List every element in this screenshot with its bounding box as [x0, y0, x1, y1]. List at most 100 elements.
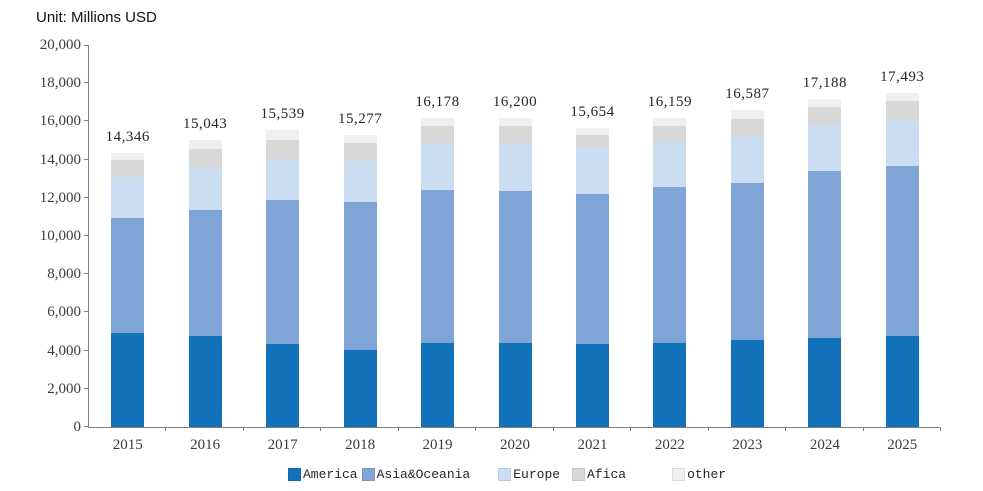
x-axis-category-label: 2022: [654, 437, 685, 453]
bar-segment-Asia&Oceania: [266, 199, 300, 344]
x-axis-tick-mark: [707, 427, 709, 431]
bar-2023: [730, 45, 764, 427]
y-axis-tick-mark: [84, 387, 89, 389]
bar-segment-Europe: [111, 176, 145, 218]
bar-segment-Europe: [808, 125, 842, 172]
bar-segment-Europe: [343, 160, 377, 202]
x-axis-tick-mark: [630, 427, 632, 431]
bar-segment-Asia&Oceania: [885, 166, 919, 337]
y-axis-tick-label: 6,000: [47, 304, 81, 321]
x-axis-tick-mark: [862, 427, 864, 431]
bar-2018: [343, 45, 377, 427]
y-axis-tick-mark: [84, 158, 89, 160]
bar-total-label: 17,188: [802, 74, 847, 91]
bar-segment-Afica: [421, 126, 455, 144]
bar-2025: [885, 45, 919, 427]
bar-2022: [653, 45, 687, 427]
bar-segment-other: [885, 92, 919, 102]
x-axis-category-label: 2017: [267, 437, 298, 453]
legend-swatch-America: [288, 468, 301, 481]
bar-segment-Asia&Oceania: [653, 187, 687, 343]
y-axis-tick-mark: [84, 273, 89, 275]
bar-segment-Asia&Oceania: [575, 194, 609, 344]
legend-swatch-Afica: [572, 468, 586, 481]
bar-segment-Europe: [575, 148, 609, 194]
legend-item-Asia&Oceania: Asia&Oceania: [361, 467, 471, 482]
bar-segment-America: [343, 349, 377, 427]
bar-segment-other: [343, 135, 377, 144]
bar-segment-Afica: [808, 107, 842, 126]
bar-segment-other: [111, 153, 145, 160]
bar-segment-Afica: [111, 159, 145, 177]
bar-segment-other: [421, 118, 455, 127]
x-axis-category-label: 2021: [577, 437, 608, 453]
bar-segment-America: [498, 342, 532, 427]
bar-segment-America: [575, 343, 609, 427]
x-axis-tick-mark: [475, 427, 477, 431]
bar-segment-Afica: [653, 126, 687, 143]
bar-segment-Afica: [343, 143, 377, 161]
bar-segment-Asia&Oceania: [111, 217, 145, 334]
legend-swatch-other: [672, 468, 686, 481]
y-axis-tick-mark: [84, 45, 89, 46]
bar-segment-Asia&Oceania: [730, 182, 764, 341]
bar-total-label: 15,539: [260, 106, 305, 123]
legend-label: Asia&Oceania: [376, 467, 471, 482]
bar-segment-Afica: [885, 101, 919, 120]
y-axis-tick-label: 2,000: [47, 380, 81, 397]
bar-total-label: 16,587: [725, 86, 770, 103]
x-axis-category-label: 2024: [809, 437, 840, 453]
x-axis-tick-mark: [397, 427, 399, 431]
bar-segment-America: [188, 336, 222, 427]
plot-area: 0 2,000 4,000 6,000 8,000 10,000 12,000 14,000 1…: [40, 38, 941, 453]
bar-segment-Europe: [421, 143, 455, 191]
y-axis-tick-label: 0: [73, 419, 82, 435]
y-axis-tick-mark: [84, 196, 89, 198]
bar-2017: [266, 45, 300, 427]
x-axis-category-label: 2016: [190, 437, 221, 453]
bar-segment-other: [653, 118, 687, 127]
y-axis-tick-label: 16,000: [39, 113, 81, 130]
bar-total-label: 14,346: [105, 128, 150, 145]
x-axis-tick-mark: [320, 427, 322, 431]
bar-segment-Asia&Oceania: [421, 190, 455, 343]
bar-segment-America: [653, 342, 687, 427]
bar-segment-Asia&Oceania: [808, 171, 842, 339]
bar-segment-America: [111, 333, 145, 427]
x-axis-category-label: 2023: [732, 437, 763, 453]
x-axis-category-label: 2025: [887, 437, 918, 453]
bar-segment-other: [266, 130, 300, 140]
bar-segment-America: [885, 336, 919, 427]
legend: America Asia&Oceania Europe Afica other: [288, 467, 726, 482]
bar-total-label: 17,493: [880, 68, 925, 85]
legend-item-Europe: Europe: [498, 467, 560, 482]
y-axis-tick-label: 8,000: [47, 266, 81, 283]
y-axis-tick-label: 20,000: [39, 37, 81, 53]
legend-item-America: America: [288, 467, 358, 482]
y-axis-tick-mark: [84, 426, 89, 427]
bar-segment-Europe: [498, 143, 532, 192]
bar-segment-Afica: [730, 118, 764, 137]
bar-segment-Europe: [188, 168, 222, 211]
bar-total-label: 15,277: [337, 111, 383, 128]
bar-total-label: 16,159: [647, 94, 693, 111]
legend-swatch-Asia&Oceania: [361, 468, 375, 481]
bar-2015: [111, 45, 145, 427]
bar-segment-Europe: [885, 119, 919, 167]
x-axis-tick-mark: [940, 427, 941, 431]
bar-segment-Asia&Oceania: [188, 210, 222, 337]
y-axis-tick-label: 4,000: [47, 342, 81, 359]
legend-label: Afica: [587, 467, 627, 482]
bar-segment-Europe: [730, 136, 764, 183]
legend-label: America: [303, 467, 358, 482]
x-axis-tick-mark: [165, 427, 167, 431]
bar-segment-America: [808, 338, 842, 427]
x-axis-category-label: 2020: [500, 437, 530, 453]
y-axis-tick-mark: [84, 311, 89, 313]
legend-item-Afica: Afica: [572, 467, 626, 482]
x-axis-tick-mark: [242, 427, 244, 431]
bar-segment-Europe: [266, 158, 300, 200]
legend-label: other: [687, 467, 727, 482]
bar-segment-other: [188, 139, 222, 150]
bar-segment-Asia&Oceania: [343, 201, 377, 350]
